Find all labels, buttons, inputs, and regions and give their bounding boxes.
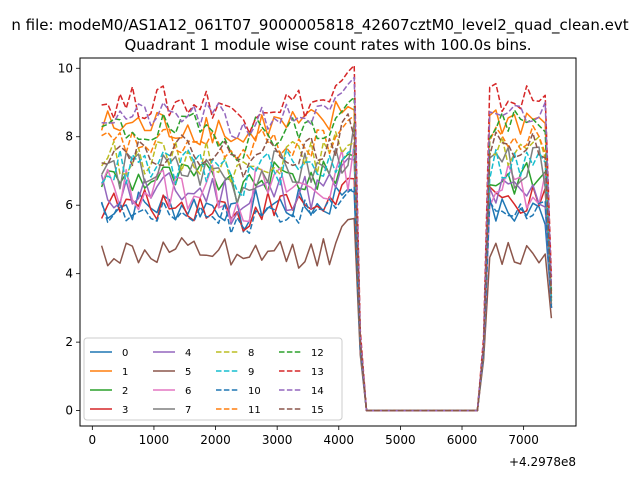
series-line-5	[100, 217, 553, 412]
series-line-14	[101, 76, 553, 412]
legend-label-9: 9	[248, 367, 254, 378]
legend-frame	[83, 337, 343, 421]
series-line-13	[101, 64, 553, 412]
y-tick-label: 10	[58, 61, 73, 75]
y-tick-label: 4	[65, 267, 73, 281]
legend-label-3: 3	[122, 405, 128, 416]
x-tick-label: 3000	[262, 433, 293, 447]
series-layer	[100, 64, 553, 412]
legend-label-7: 7	[185, 405, 191, 416]
x-tick-label: 7000	[508, 433, 539, 447]
x-tick-label: 2000	[200, 433, 231, 447]
series-line-3	[100, 177, 553, 412]
x-tick-label: 6000	[447, 433, 478, 447]
series-line-0	[100, 185, 553, 412]
legend-label-2: 2	[122, 386, 128, 397]
legend-label-15: 15	[311, 405, 324, 416]
series-line-15	[101, 113, 553, 412]
x-tick-label: 5000	[385, 433, 416, 447]
x-axis: 0 1000 2000 3000 4000 5000 6000 7000	[89, 426, 539, 447]
series-line-8	[101, 131, 553, 412]
x-offset-label: +4.2978e8	[509, 455, 576, 469]
chart-title: Quadrant 1 module wise count rates with …	[124, 36, 531, 54]
series-line-11	[101, 114, 553, 412]
legend-label-6: 6	[185, 386, 191, 397]
legend-label-0: 0	[122, 348, 128, 359]
legend-label-10: 10	[248, 386, 261, 397]
figure-suptitle: n file: modeM0/AS1A12_061T07_9000005818_…	[11, 16, 628, 35]
series-line-2	[100, 153, 553, 412]
legend-label-12: 12	[311, 348, 324, 359]
series-line-6	[100, 142, 553, 412]
legend-label-5: 5	[185, 367, 191, 378]
y-tick-label: 8	[65, 130, 73, 144]
axes-frame	[79, 57, 577, 427]
legend-label-13: 13	[311, 367, 324, 378]
y-tick-label: 2	[65, 335, 73, 349]
series-line-9	[101, 148, 553, 412]
y-axis: 0 2 4 6 8 10	[58, 61, 80, 418]
series-line-12	[101, 96, 553, 412]
x-tick-label: 1000	[139, 433, 170, 447]
series-line-10	[100, 186, 553, 412]
x-tick-label: 4000	[324, 433, 355, 447]
legend-label-11: 11	[248, 405, 261, 416]
legend-label-1: 1	[122, 367, 128, 378]
legend-label-8: 8	[248, 348, 254, 359]
x-tick-label: 0	[89, 433, 97, 447]
y-tick-label: 0	[65, 404, 73, 418]
legend-label-4: 4	[185, 348, 191, 359]
legend-label-14: 14	[311, 386, 324, 397]
y-tick-label: 6	[65, 198, 73, 212]
